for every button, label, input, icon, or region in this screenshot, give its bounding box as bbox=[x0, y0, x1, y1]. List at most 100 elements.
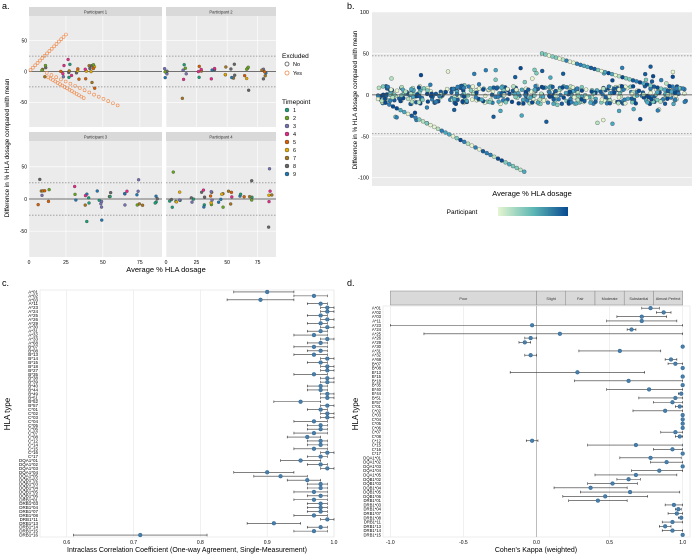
category-label: A*31 bbox=[372, 348, 382, 353]
data-point bbox=[676, 91, 681, 96]
estimate-point bbox=[670, 447, 675, 452]
data-point bbox=[612, 90, 617, 95]
estimate-point bbox=[325, 336, 330, 342]
data-point bbox=[507, 91, 512, 96]
panel-a-faceted-scatter: Difference in % HLA dosage compared with… bbox=[4, 7, 310, 274]
legend-label: 9 bbox=[293, 172, 296, 178]
data-point bbox=[242, 73, 247, 78]
data-point bbox=[447, 132, 452, 137]
category-label: C*15 bbox=[372, 443, 382, 448]
panel-a-y-axis-label: Difference in % HLA dosage compared with… bbox=[4, 78, 11, 217]
category-label: B*35 bbox=[28, 372, 38, 377]
estimate-point bbox=[311, 431, 317, 436]
estimate-point bbox=[311, 513, 317, 518]
data-point bbox=[492, 154, 497, 159]
category-label: DRB1*15 bbox=[364, 532, 382, 537]
category-label: B*14 bbox=[28, 356, 38, 361]
data-point bbox=[420, 119, 426, 124]
category-label: A*30 bbox=[372, 344, 382, 349]
data-point bbox=[648, 64, 653, 69]
facet-title: Participant 2 bbox=[209, 10, 233, 15]
data-point bbox=[525, 98, 530, 103]
excluded-point bbox=[81, 96, 86, 100]
category-label: DQA1*04 bbox=[19, 470, 39, 475]
data-point bbox=[481, 87, 486, 92]
estimate-point bbox=[265, 470, 270, 475]
data-point bbox=[409, 113, 414, 118]
data-point bbox=[499, 85, 504, 90]
excluded-point bbox=[73, 84, 77, 88]
estimate-point bbox=[633, 472, 639, 478]
data-point bbox=[503, 100, 508, 105]
category-label: C*07 bbox=[372, 430, 382, 435]
estimate-point bbox=[680, 421, 685, 426]
data-point bbox=[476, 82, 482, 87]
data-point bbox=[267, 199, 271, 204]
data-point bbox=[593, 99, 598, 104]
category-label: DRB1*03 bbox=[364, 502, 382, 507]
data-point bbox=[643, 77, 649, 83]
estimate-point bbox=[325, 309, 330, 314]
category-label: DRB1*13 bbox=[364, 524, 382, 529]
data-point bbox=[99, 205, 104, 209]
estimate-point bbox=[318, 454, 323, 459]
y-tick-label: 100 bbox=[360, 10, 369, 16]
estimate-point bbox=[311, 293, 317, 298]
data-point bbox=[535, 100, 541, 105]
data-point bbox=[408, 91, 414, 97]
category-label: DQB1*05 bbox=[363, 490, 381, 495]
data-point bbox=[202, 195, 207, 199]
y-tick-label: 0 bbox=[366, 93, 369, 99]
excluded-point bbox=[28, 68, 33, 72]
data-point bbox=[208, 194, 213, 198]
estimate-point bbox=[298, 399, 303, 404]
y-tick-label: 50 bbox=[363, 51, 369, 57]
data-point bbox=[232, 62, 236, 66]
data-point bbox=[659, 77, 664, 83]
data-point bbox=[483, 93, 488, 98]
category-label: DRB1*11 bbox=[20, 517, 39, 522]
estimate-point bbox=[325, 391, 330, 396]
excluded-point bbox=[38, 58, 42, 63]
agreement-band-label: Fair bbox=[577, 297, 584, 301]
data-point bbox=[674, 86, 679, 91]
estimate-point bbox=[629, 327, 634, 332]
x-tick-label: 0.0 bbox=[533, 540, 540, 546]
data-point bbox=[171, 170, 175, 174]
data-point bbox=[190, 200, 194, 204]
data-point bbox=[576, 93, 581, 98]
estimate-point bbox=[610, 481, 615, 486]
excluded-point bbox=[44, 71, 49, 75]
category-label: A*26 bbox=[372, 336, 382, 341]
data-point bbox=[230, 195, 234, 199]
data-point bbox=[477, 147, 482, 152]
data-point bbox=[229, 67, 233, 71]
data-point bbox=[74, 198, 78, 202]
legend-swatch bbox=[284, 61, 290, 67]
legend-timepoint-title: Timepoint bbox=[282, 99, 310, 106]
legend-participant-title: Participant bbox=[447, 209, 478, 216]
data-point bbox=[584, 95, 589, 100]
data-point bbox=[516, 101, 521, 106]
data-point bbox=[522, 169, 527, 174]
category-label: C*17 bbox=[372, 451, 382, 456]
data-point bbox=[409, 87, 414, 92]
facet-title: Participant 1 bbox=[84, 10, 108, 15]
data-point bbox=[645, 100, 650, 105]
estimate-point bbox=[528, 353, 533, 358]
data-point bbox=[526, 87, 531, 92]
data-point bbox=[242, 195, 246, 199]
estimate-point bbox=[648, 455, 653, 460]
category-label: DQA1*02 bbox=[19, 462, 39, 467]
data-point bbox=[390, 95, 395, 100]
excluded-point bbox=[82, 88, 87, 93]
legend-swatch bbox=[284, 70, 290, 76]
data-point bbox=[443, 130, 448, 135]
category-label: B*57 bbox=[372, 400, 382, 405]
data-point bbox=[473, 145, 478, 150]
data-point bbox=[452, 107, 457, 113]
estimate-point bbox=[325, 325, 330, 330]
data-point bbox=[589, 89, 594, 94]
legend-label: 1 bbox=[293, 108, 296, 114]
data-point bbox=[197, 75, 201, 79]
